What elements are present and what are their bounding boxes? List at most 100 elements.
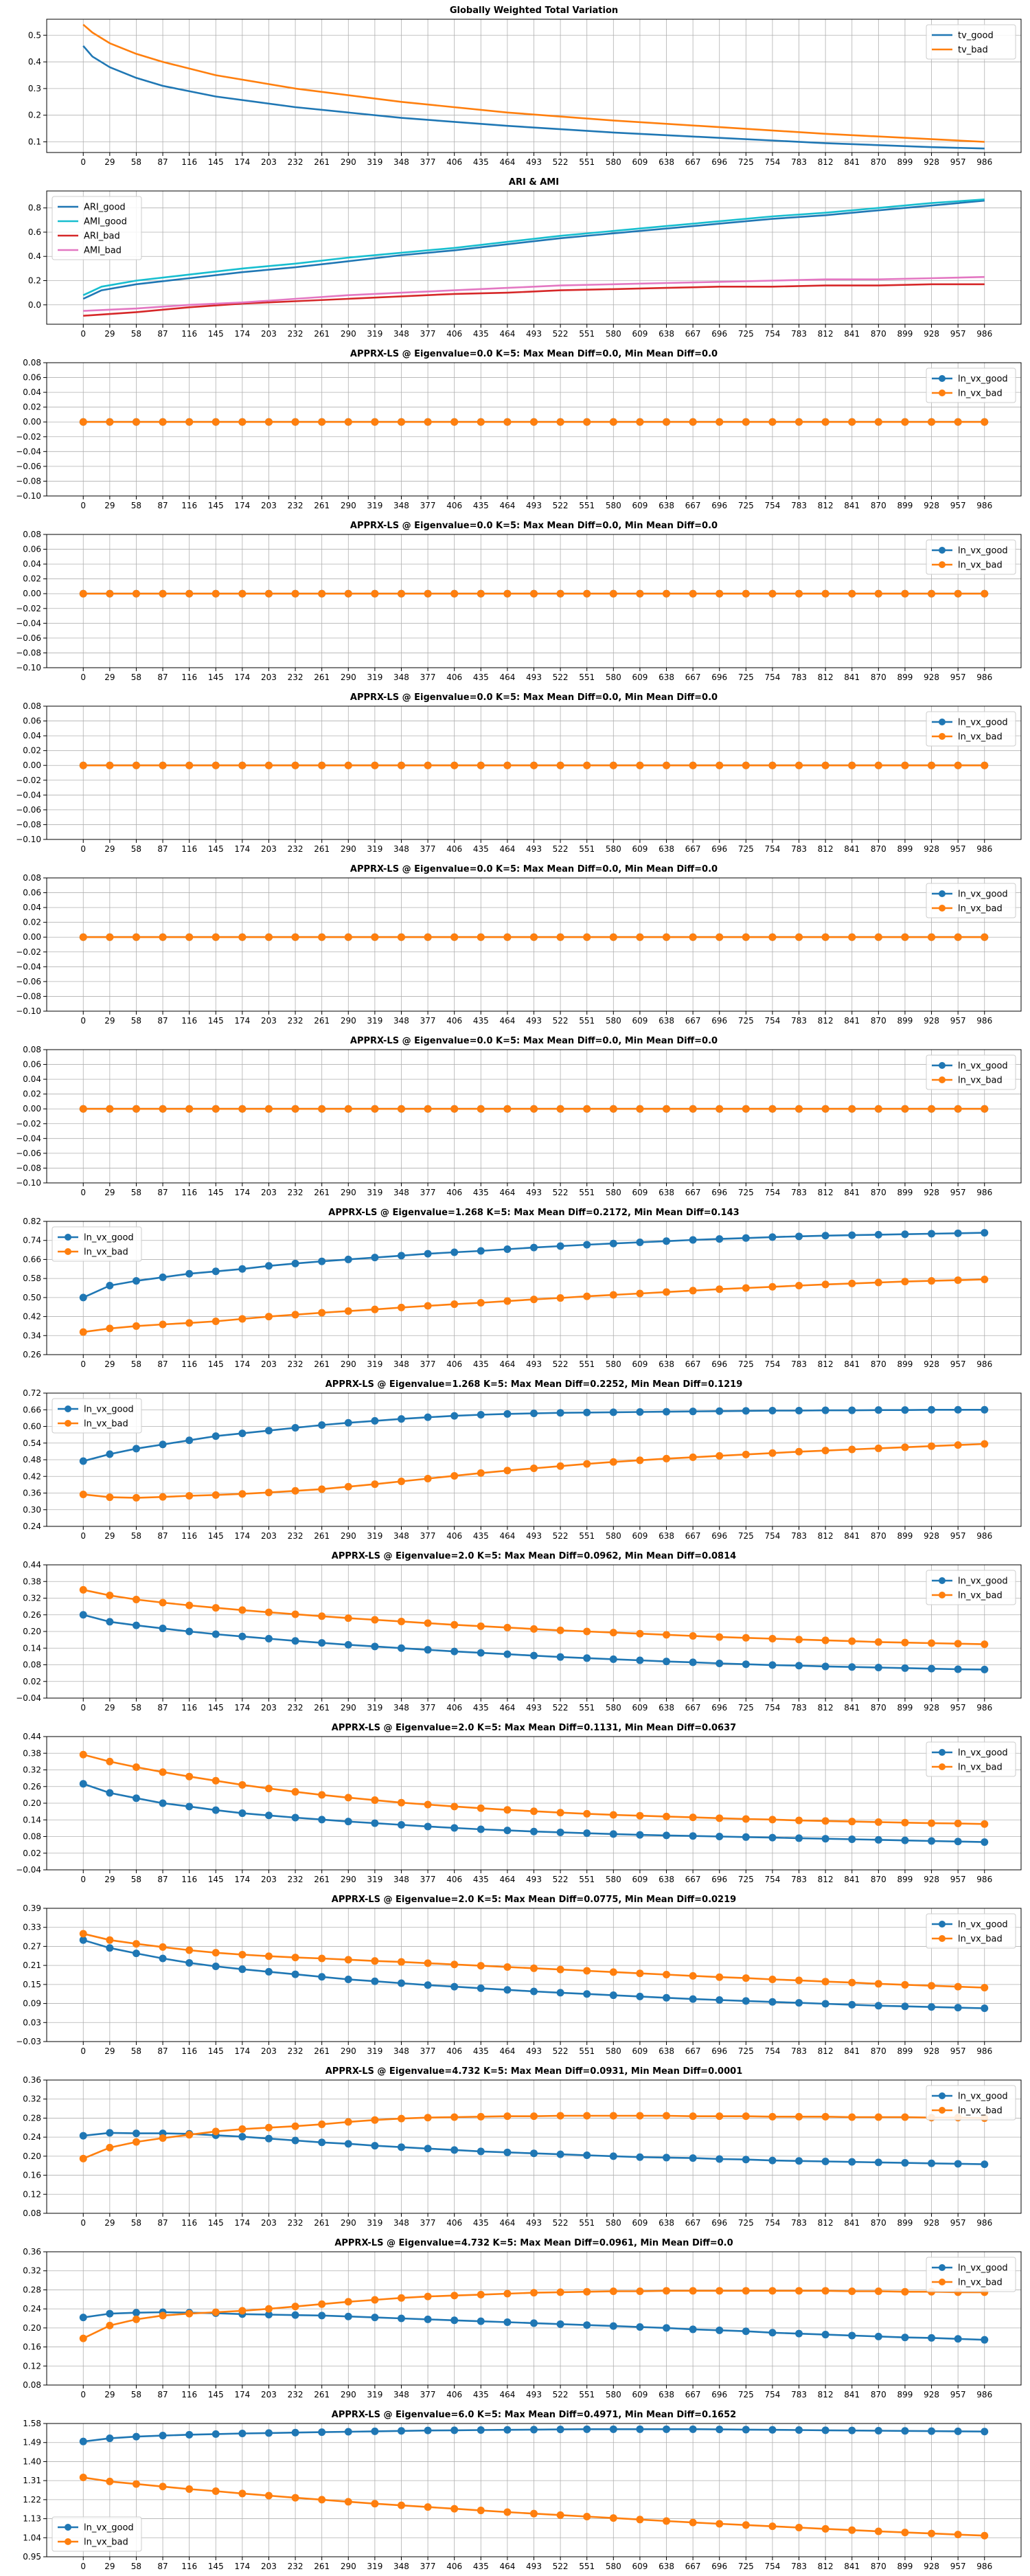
data-point [371, 2427, 379, 2435]
x-tick-label: 580 [606, 1875, 621, 1884]
x-tick-label: 638 [659, 2046, 674, 2056]
x-tick-label: 522 [553, 329, 569, 339]
x-tick-label: 841 [844, 501, 860, 510]
x-tick-label: 551 [579, 844, 595, 854]
data-point [981, 1405, 989, 1414]
data-point [185, 2131, 194, 2139]
legend-box [926, 883, 1016, 918]
x-tick-label: 609 [632, 1875, 648, 1884]
chart-panel-5: APPRX-LS @ Eigenvalue=0.0 K=5: Max Mean … [16, 692, 1022, 854]
x-tick-label: 609 [632, 1531, 648, 1541]
legend-box [926, 539, 1016, 575]
data-point [424, 761, 432, 769]
data-point [424, 2145, 432, 2153]
x-tick-label: 116 [181, 2390, 197, 2399]
x-tick-label: 232 [288, 157, 304, 167]
data-point [742, 1833, 750, 1841]
y-tick-label: 0.28 [23, 2113, 41, 2123]
data-point [636, 933, 644, 941]
data-point [238, 761, 247, 769]
x-tick-label: 319 [367, 1359, 382, 1369]
x-tick-label: 551 [579, 1875, 595, 1884]
data-point [264, 1785, 273, 1793]
x-tick-label: 986 [976, 1703, 992, 1713]
x-tick-label: 319 [367, 501, 382, 510]
x-tick-label: 783 [791, 157, 807, 167]
data-point [185, 1958, 194, 1967]
data-point [663, 2287, 671, 2295]
x-tick-label: 116 [181, 501, 197, 510]
data-point [928, 2159, 936, 2167]
plot-frame [46, 705, 1022, 840]
data-point [663, 1105, 671, 1113]
y-tick-label: 0.15 [23, 1980, 41, 1989]
data-point [636, 2516, 644, 2524]
data-point [821, 2524, 829, 2533]
data-point [477, 418, 485, 426]
data-point [583, 2512, 591, 2520]
y-tick-label: 0.1 [28, 137, 41, 146]
data-point [291, 2311, 299, 2319]
data-point [981, 2160, 989, 2169]
x-tick-label: 522 [553, 501, 569, 510]
x-tick-label: 696 [711, 1703, 727, 1713]
x-tick-label: 87 [157, 501, 168, 510]
data-point [477, 761, 485, 769]
data-point [901, 1105, 909, 1113]
data-point [477, 1649, 485, 1657]
data-point [132, 1763, 140, 1771]
data-point [318, 1485, 326, 1493]
x-tick-label: 348 [393, 1016, 409, 1026]
plot-frame [46, 1736, 1022, 1871]
x-tick-label: 841 [844, 2046, 860, 2056]
x-tick-label: 551 [579, 2562, 595, 2571]
legend-marker [939, 1062, 946, 1069]
data-point [106, 1936, 114, 1944]
x-tick-label: 0 [80, 2218, 86, 2228]
x-tick-label: 696 [711, 1359, 727, 1369]
x-tick-label: 986 [976, 2218, 992, 2228]
x-tick-label: 696 [711, 2390, 727, 2399]
data-point [185, 1601, 194, 1609]
data-point [636, 2153, 644, 2161]
data-point [79, 1105, 87, 1113]
data-point [981, 1665, 989, 1673]
data-point [344, 1419, 352, 1427]
x-tick-label: 783 [791, 673, 807, 682]
data-point [264, 761, 273, 769]
x-tick-label: 406 [446, 2046, 462, 2056]
x-tick-label: 0 [80, 2562, 86, 2571]
data-point [132, 589, 140, 598]
data-point [477, 933, 485, 941]
x-tick-label: 435 [473, 2562, 489, 2571]
x-tick-label: 0 [80, 1875, 86, 1884]
data-point [238, 1950, 247, 1958]
data-point [663, 1993, 671, 2002]
x-tick-label: 145 [208, 2046, 224, 2056]
y-tick-label: 0.08 [23, 701, 41, 711]
x-tick-label: 319 [367, 1875, 382, 1884]
data-point [132, 2129, 140, 2138]
x-tick-label: 203 [261, 501, 277, 510]
data-point [397, 589, 405, 598]
legend-label: ln_vx_bad [958, 732, 1003, 743]
data-point [159, 1768, 167, 1776]
y-tick-label: 1.04 [23, 2533, 41, 2542]
chart-title: APPRX-LS @ Eigenvalue=1.268 K=5: Max Mea… [328, 1208, 739, 1218]
x-tick-label: 551 [579, 157, 595, 167]
data-point [477, 1469, 485, 1477]
data-point [238, 1809, 247, 1818]
x-tick-label: 551 [579, 2390, 595, 2399]
x-tick-label: 957 [950, 1531, 966, 1541]
data-point [663, 2425, 671, 2433]
data-point [450, 933, 459, 941]
y-tick-label: 0.82 [23, 1217, 41, 1226]
data-point [159, 2134, 167, 2143]
data-point [556, 2288, 564, 2296]
data-point [264, 1489, 273, 1497]
data-point [583, 761, 591, 769]
x-tick-label: 870 [871, 157, 886, 167]
y-tick-label: 0.39 [23, 1903, 41, 1913]
